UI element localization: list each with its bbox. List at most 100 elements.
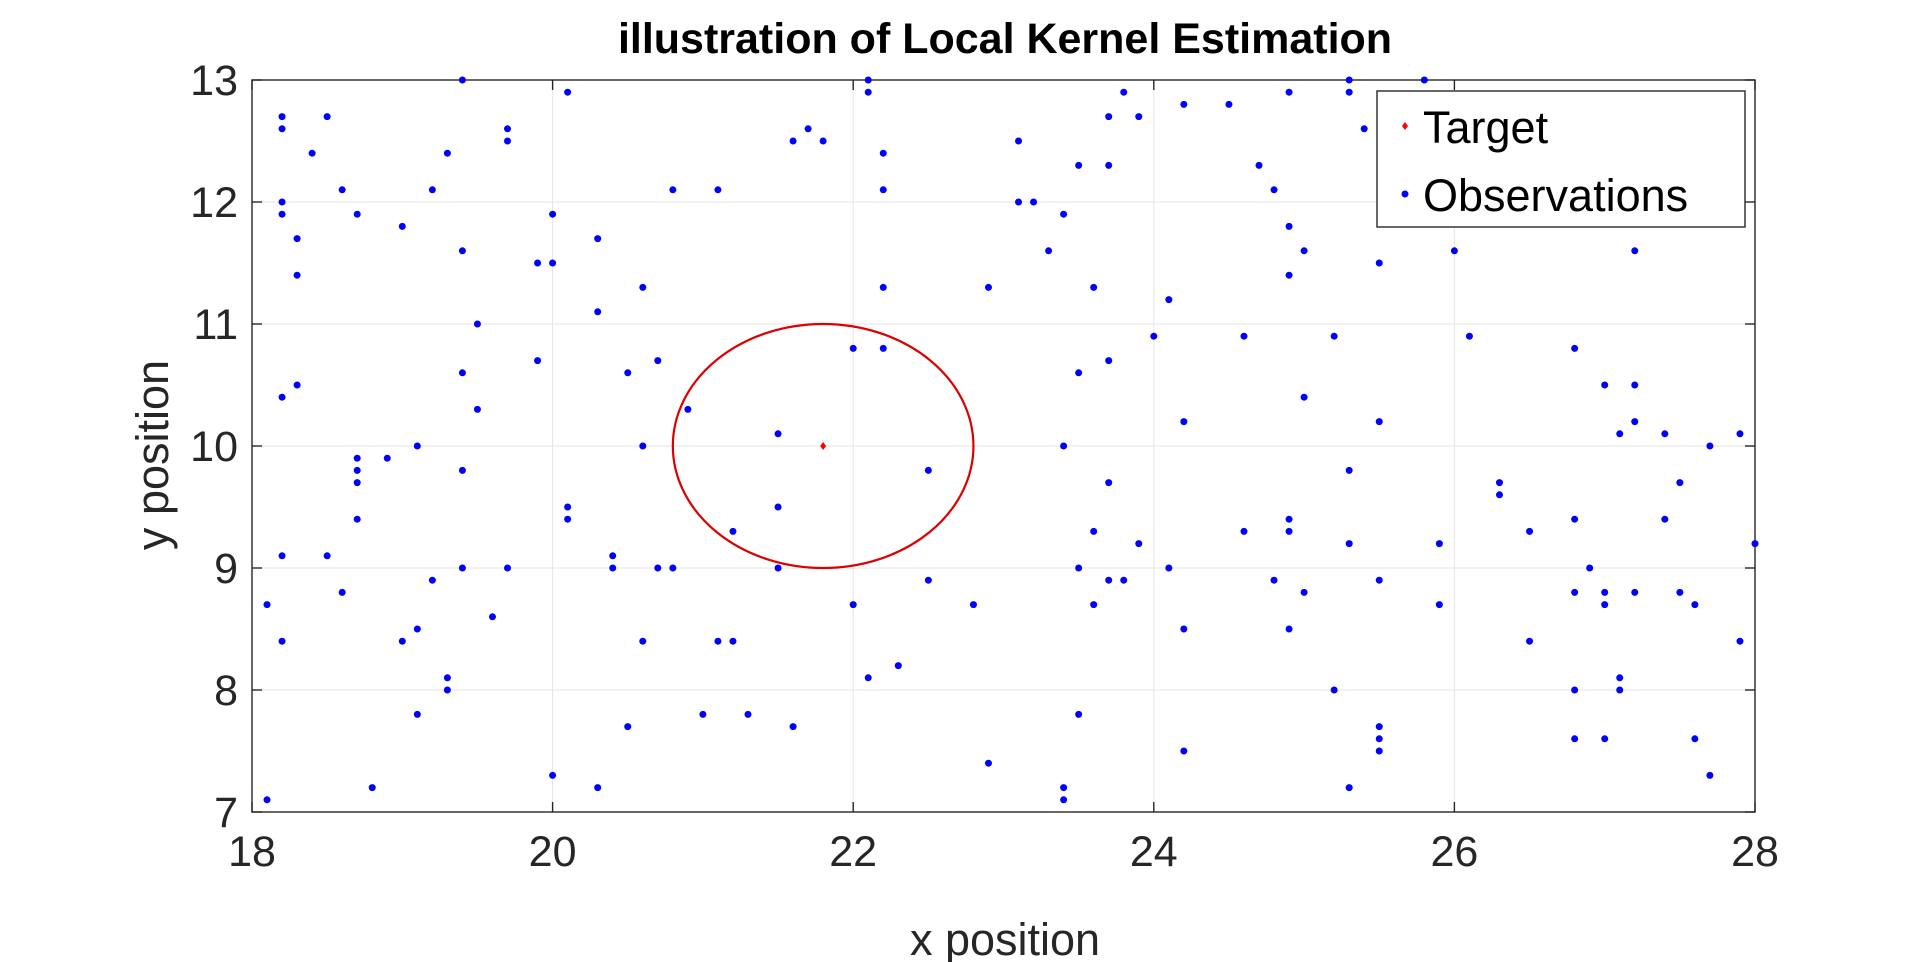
observation-point: [744, 710, 752, 718]
x-tick-label: 28: [1731, 828, 1779, 876]
observation-point: [504, 125, 512, 133]
observation-point: [1240, 527, 1248, 535]
observation-point: [1616, 686, 1624, 694]
observation-point: [383, 454, 391, 462]
observation-point: [549, 259, 557, 267]
observation-point: [1736, 637, 1744, 645]
observation-point: [1285, 88, 1293, 96]
x-axis-label: x position: [910, 914, 1100, 962]
observation-point: [894, 662, 902, 670]
observation-point: [879, 283, 887, 291]
legend-label-target: Target: [1423, 102, 1549, 153]
observation-point: [879, 186, 887, 194]
observation-point: [1375, 418, 1383, 426]
observation-point: [398, 637, 406, 645]
observation-point: [774, 430, 782, 438]
observation-point: [504, 564, 512, 572]
observation-point: [1180, 100, 1188, 108]
observation-point: [1631, 588, 1639, 596]
observation-point: [1450, 247, 1458, 255]
observation-point: [1120, 576, 1128, 584]
observation-point: [353, 479, 361, 487]
x-tick-label: 18: [228, 828, 276, 876]
observation-point: [1180, 747, 1188, 755]
observation-point: [1075, 564, 1083, 572]
observation-point: [1270, 576, 1278, 584]
observation-point: [1345, 466, 1353, 474]
observation-point: [1345, 540, 1353, 548]
observation-point: [443, 149, 451, 157]
observation-point: [534, 259, 542, 267]
observation-point: [1075, 369, 1083, 377]
target-point: [820, 442, 827, 450]
observation-point: [1120, 88, 1128, 96]
y-tick-label: 12: [190, 179, 238, 227]
observation-point: [353, 515, 361, 523]
observation-point: [278, 198, 286, 206]
observation-point: [774, 564, 782, 572]
observation-point: [338, 186, 346, 194]
x-tick-label: 22: [829, 828, 877, 876]
y-tick-label: 9: [214, 545, 238, 593]
observation-point: [1090, 527, 1098, 535]
observation-point: [1300, 247, 1308, 255]
observation-point: [1090, 601, 1098, 609]
observation-point: [1180, 625, 1188, 633]
observation-point: [729, 527, 737, 535]
observation-point: [1330, 686, 1338, 694]
observation-point: [473, 405, 481, 413]
tick-labels: 18 20 22 24 26 28 7 8 9 10 11 12 13: [190, 57, 1779, 876]
observation-point: [293, 381, 301, 389]
observation-point: [1435, 601, 1443, 609]
observation-point: [549, 771, 557, 779]
observation-point: [278, 637, 286, 645]
observation-point: [1300, 588, 1308, 596]
observation-point: [1571, 735, 1579, 743]
observation-point: [1285, 271, 1293, 279]
observation-point: [1360, 125, 1368, 133]
observation-point: [413, 710, 421, 718]
observation-point: [1465, 332, 1473, 340]
observation-point: [323, 113, 331, 121]
observation-point: [849, 601, 857, 609]
observation-point: [1526, 637, 1534, 645]
observation-point: [1661, 430, 1669, 438]
observation-point: [549, 210, 557, 218]
observation-point: [684, 405, 692, 413]
observation-point: [1616, 430, 1624, 438]
observation-point: [564, 503, 572, 511]
observation-point: [458, 564, 466, 572]
observation-point: [1375, 576, 1383, 584]
observation-point: [789, 723, 797, 731]
observation-point: [729, 637, 737, 645]
observation-point: [1345, 88, 1353, 96]
observation-point: [669, 186, 677, 194]
observation-point: [1165, 564, 1173, 572]
observation-point: [1135, 540, 1143, 548]
plot-marks: [263, 76, 1759, 804]
observation-point: [624, 723, 632, 731]
observation-point: [398, 222, 406, 230]
observation-point: [1180, 418, 1188, 426]
x-tick-label: 24: [1130, 828, 1178, 876]
observation-point: [924, 576, 932, 584]
observation-point: [1571, 588, 1579, 596]
observation-point: [1375, 747, 1383, 755]
observation-point: [488, 613, 496, 621]
observation-point: [1676, 479, 1684, 487]
observation-point: [458, 466, 466, 474]
observation-point: [278, 125, 286, 133]
observation-point: [774, 503, 782, 511]
y-tick-label: 8: [214, 667, 238, 715]
observation-point: [504, 137, 512, 145]
observation-point: [1300, 393, 1308, 401]
observation-point: [984, 759, 992, 767]
observation-point: [1706, 771, 1714, 779]
observation-point: [278, 210, 286, 218]
observation-point: [969, 601, 977, 609]
observation-point: [1255, 161, 1263, 169]
observation-point: [1075, 161, 1083, 169]
axes: [251, 79, 1756, 813]
observation-point: [864, 674, 872, 682]
